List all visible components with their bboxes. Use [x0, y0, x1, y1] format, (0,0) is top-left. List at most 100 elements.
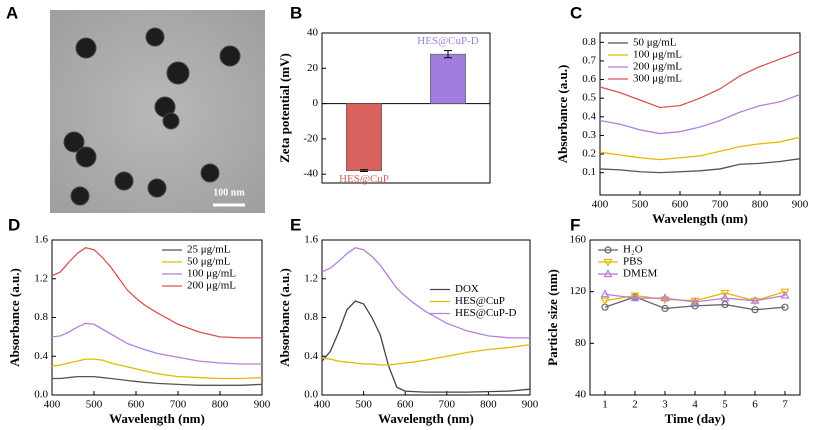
x-axis-label: Wavelength (nm): [109, 411, 205, 426]
legend-label: 300 μg/mL: [633, 73, 682, 85]
line: [51, 247, 262, 339]
x-tick-label: 700: [712, 199, 729, 211]
y-tick-label: 0.2: [582, 148, 596, 160]
line: [599, 158, 801, 174]
y-tick-label: 0.4: [304, 350, 318, 362]
y-tick-label: 0.0: [304, 389, 318, 401]
point: [720, 293, 730, 302]
line: [52, 375, 263, 386]
plot-frame: [589, 239, 801, 396]
y-tick-label: 40: [307, 27, 319, 39]
line: [321, 247, 530, 339]
y-tick-label: 0.8: [582, 36, 596, 48]
point: [691, 302, 699, 310]
y-tick-label: 1.6: [34, 234, 48, 246]
x-tick-label: 2: [632, 399, 638, 411]
point: [781, 303, 789, 311]
x-tick-label: 6: [752, 399, 758, 411]
x-tick-label: 900: [254, 399, 271, 411]
x-tick-label: 800: [212, 399, 229, 411]
bar: [346, 103, 382, 171]
point: [720, 289, 730, 298]
x-tick-label: 400: [314, 399, 331, 411]
y-tick-label: 0.8: [304, 311, 318, 323]
x-tick-label: 700: [439, 399, 456, 411]
legend-marker: [603, 258, 613, 267]
x-tick-label: 600: [672, 199, 689, 211]
legend-label: 25 μg/mL: [187, 244, 231, 256]
point: [600, 297, 610, 306]
y-tick-label: 0.7: [582, 54, 596, 66]
panel-label: D: [8, 215, 20, 234]
panel-label: C: [570, 3, 582, 22]
x-tick-label: 800: [480, 399, 497, 411]
point: [780, 290, 790, 299]
bar: [430, 53, 466, 104]
y-axis-label: Absorbance (a.u.): [7, 268, 22, 367]
y-tick-label: 0.4: [34, 350, 48, 362]
y-tick-label: 1.2: [34, 272, 48, 284]
legend-label: HES@CuP-D: [455, 307, 517, 319]
x-tick-label: 500: [86, 399, 103, 411]
line: [51, 358, 263, 380]
y-tick-label: 40: [575, 389, 587, 401]
y-tick-label: 0.5: [582, 92, 596, 104]
x-tick-label: 700: [170, 399, 187, 411]
line: [321, 343, 531, 366]
y-tick-label: 0.1: [582, 166, 596, 178]
plot-frame: [599, 32, 801, 196]
x-tick-label: 600: [128, 399, 145, 411]
y-axis-label: Zeta potential (mV): [277, 53, 292, 163]
point: [661, 304, 669, 313]
tem-image: 100 nm: [50, 10, 265, 213]
x-tick-label: 600: [397, 399, 414, 411]
legend-marker: [604, 246, 612, 254]
point: [600, 289, 610, 298]
error-bar: [360, 169, 368, 173]
y-axis-label: Absorbance (a.u.): [277, 268, 292, 367]
line: [599, 93, 801, 135]
x-tick-label: 4: [692, 399, 698, 411]
panel-label: B: [290, 3, 302, 22]
plot-frame: [321, 32, 491, 184]
point: [630, 293, 640, 302]
y-axis-label: Particle size (nm): [545, 269, 560, 366]
y-tick-label: 1.6: [304, 234, 318, 246]
legend-label: 200 μg/mL: [633, 61, 682, 73]
point: [721, 300, 729, 309]
point: [660, 296, 670, 305]
point: [660, 293, 670, 302]
x-tick-label: 500: [632, 199, 649, 211]
line: [599, 51, 801, 109]
x-tick-label: 400: [44, 399, 61, 411]
category-label: HES@CuP: [339, 173, 389, 185]
category-label: HES@CuP-D: [417, 35, 479, 47]
y-tick-label: 80: [575, 337, 587, 349]
legend-label: DOX: [455, 283, 479, 295]
scale-bar-label: 100 nm: [213, 187, 245, 198]
line: [321, 300, 531, 393]
legend-label: 100 μg/mL: [187, 268, 236, 280]
x-axis-label: Wavelength (nm): [378, 411, 474, 426]
y-tick-label: 160: [570, 234, 587, 246]
x-tick-label: 500: [355, 399, 372, 411]
y-tick-label: 0.0: [34, 389, 48, 401]
y-tick-label: 1.2: [304, 272, 318, 284]
y-tick-label: 0.3: [582, 129, 596, 141]
y-tick-label: -40: [303, 168, 318, 180]
legend-label: 200 μg/mL: [187, 280, 236, 292]
x-tick-label: 900: [522, 399, 539, 411]
x-tick-label: 3: [662, 399, 668, 411]
error-bar: [444, 50, 452, 59]
legend-label: H₂O: [623, 244, 643, 256]
line: [604, 293, 786, 303]
plot-frame: [51, 239, 263, 396]
y-tick-label: 0.4: [582, 110, 596, 122]
y-tick-label: -20: [303, 132, 318, 144]
point: [751, 306, 759, 314]
x-tick-label: 7: [782, 399, 788, 411]
x-tick-label: 1: [602, 399, 608, 411]
legend-label: HES@CuP: [455, 295, 505, 307]
